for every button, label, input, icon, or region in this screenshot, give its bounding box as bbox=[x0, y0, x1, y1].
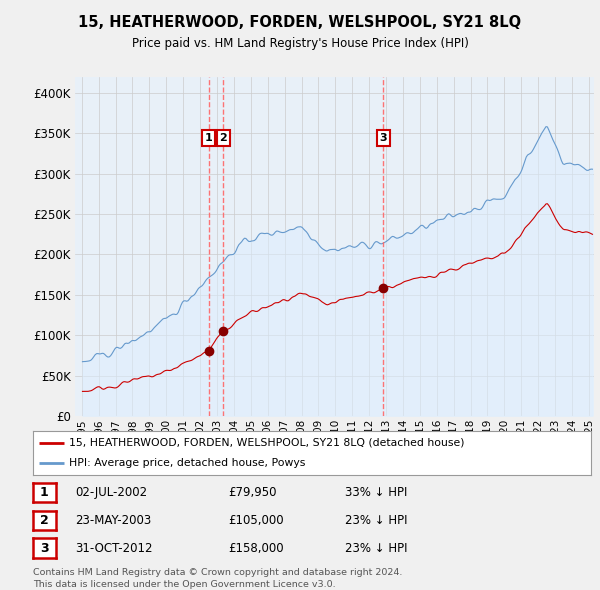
Text: 3: 3 bbox=[379, 133, 387, 143]
Text: £158,000: £158,000 bbox=[228, 542, 284, 555]
Text: 23-MAY-2003: 23-MAY-2003 bbox=[75, 514, 151, 527]
Text: 3: 3 bbox=[40, 542, 49, 555]
Text: 33% ↓ HPI: 33% ↓ HPI bbox=[345, 486, 407, 499]
Text: Price paid vs. HM Land Registry's House Price Index (HPI): Price paid vs. HM Land Registry's House … bbox=[131, 37, 469, 50]
Text: 1: 1 bbox=[40, 486, 49, 499]
Text: 23% ↓ HPI: 23% ↓ HPI bbox=[345, 542, 407, 555]
Text: 15, HEATHERWOOD, FORDEN, WELSHPOOL, SY21 8LQ (detached house): 15, HEATHERWOOD, FORDEN, WELSHPOOL, SY21… bbox=[69, 438, 465, 448]
Text: 23% ↓ HPI: 23% ↓ HPI bbox=[345, 514, 407, 527]
Text: £105,000: £105,000 bbox=[228, 514, 284, 527]
Text: This data is licensed under the Open Government Licence v3.0.: This data is licensed under the Open Gov… bbox=[33, 579, 335, 589]
Text: Contains HM Land Registry data © Crown copyright and database right 2024.: Contains HM Land Registry data © Crown c… bbox=[33, 568, 403, 577]
Text: 02-JUL-2002: 02-JUL-2002 bbox=[75, 486, 147, 499]
Text: £79,950: £79,950 bbox=[228, 486, 277, 499]
Text: 1: 1 bbox=[205, 133, 212, 143]
Text: 15, HEATHERWOOD, FORDEN, WELSHPOOL, SY21 8LQ: 15, HEATHERWOOD, FORDEN, WELSHPOOL, SY21… bbox=[79, 15, 521, 30]
Text: 2: 2 bbox=[40, 514, 49, 527]
Text: 2: 2 bbox=[220, 133, 227, 143]
Text: HPI: Average price, detached house, Powys: HPI: Average price, detached house, Powy… bbox=[69, 458, 305, 468]
Text: 31-OCT-2012: 31-OCT-2012 bbox=[75, 542, 152, 555]
